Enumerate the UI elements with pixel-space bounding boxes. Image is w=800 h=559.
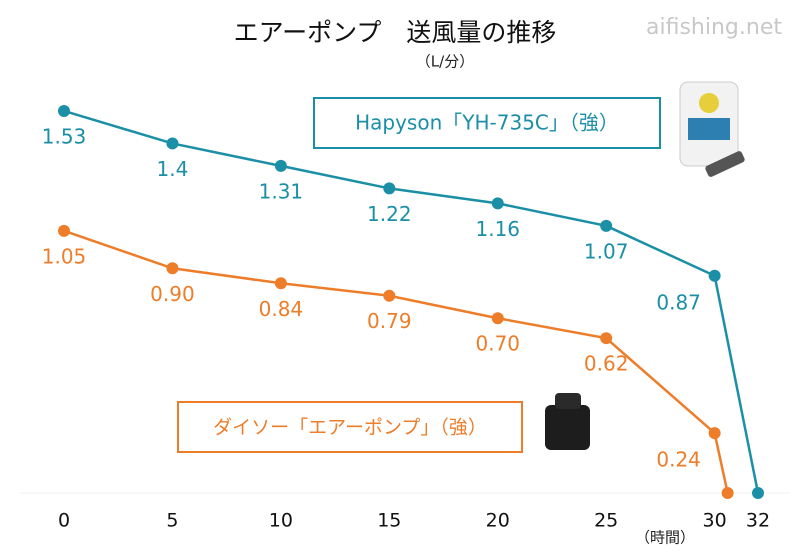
product-image-blue xyxy=(679,81,745,177)
x-tick-label: 15 xyxy=(377,510,401,532)
data-point xyxy=(491,312,504,325)
data-point xyxy=(58,224,70,237)
data-label: 0.84 xyxy=(259,297,304,321)
data-label: 1.05 xyxy=(42,244,87,268)
x-tick-label: 10 xyxy=(269,510,293,532)
data-label: 0.24 xyxy=(656,448,701,472)
data-point xyxy=(491,197,504,210)
data-point xyxy=(600,219,613,232)
data-point xyxy=(383,289,396,302)
data-point xyxy=(58,104,70,117)
data-point xyxy=(166,262,179,275)
data-label: 1.07 xyxy=(584,239,629,263)
x-tick-label: 5 xyxy=(166,510,178,532)
x-tick-label: 32 xyxy=(746,510,770,532)
legend-box xyxy=(177,401,523,453)
legend-label: Hapyson「YH-735C」（強） xyxy=(355,111,619,135)
data-label: 0.62 xyxy=(584,352,629,376)
data-point xyxy=(708,427,721,440)
data-point xyxy=(752,487,764,499)
product-image-orange xyxy=(545,393,590,450)
data-point xyxy=(721,487,734,499)
legend-box xyxy=(313,97,661,149)
data-label: 0.70 xyxy=(475,332,520,356)
series-line xyxy=(63,229,729,494)
data-label: 1.4 xyxy=(157,157,189,181)
x-tick-label: 0 xyxy=(58,510,70,532)
series-line xyxy=(63,109,760,494)
data-point xyxy=(274,277,287,290)
x-tick-label: 25 xyxy=(594,510,618,532)
data-point xyxy=(274,159,287,172)
data-point xyxy=(383,182,396,195)
data-label: 1.53 xyxy=(42,124,87,148)
data-label: 1.31 xyxy=(259,179,304,203)
x-tick-label: 20 xyxy=(486,510,510,532)
data-point xyxy=(600,332,613,345)
data-label: 1.22 xyxy=(367,202,412,226)
legend-label: ダイソー「エアーポンプ」（強） xyxy=(213,417,487,439)
chart-subtitle: （L/分） xyxy=(416,53,474,71)
watermark: aifishing.net xyxy=(646,15,782,40)
data-point xyxy=(166,137,179,150)
data-label: 0.90 xyxy=(150,282,195,306)
data-label: 1.16 xyxy=(475,217,520,241)
x-axis-label: （時間） xyxy=(635,529,695,547)
data-label: 0.87 xyxy=(656,290,701,314)
chart-title: エアーポンプ 送風量の推移 xyxy=(234,18,557,47)
data-label: 0.79 xyxy=(367,309,412,333)
data-point xyxy=(708,269,721,282)
x-tick-label: 30 xyxy=(703,510,727,532)
